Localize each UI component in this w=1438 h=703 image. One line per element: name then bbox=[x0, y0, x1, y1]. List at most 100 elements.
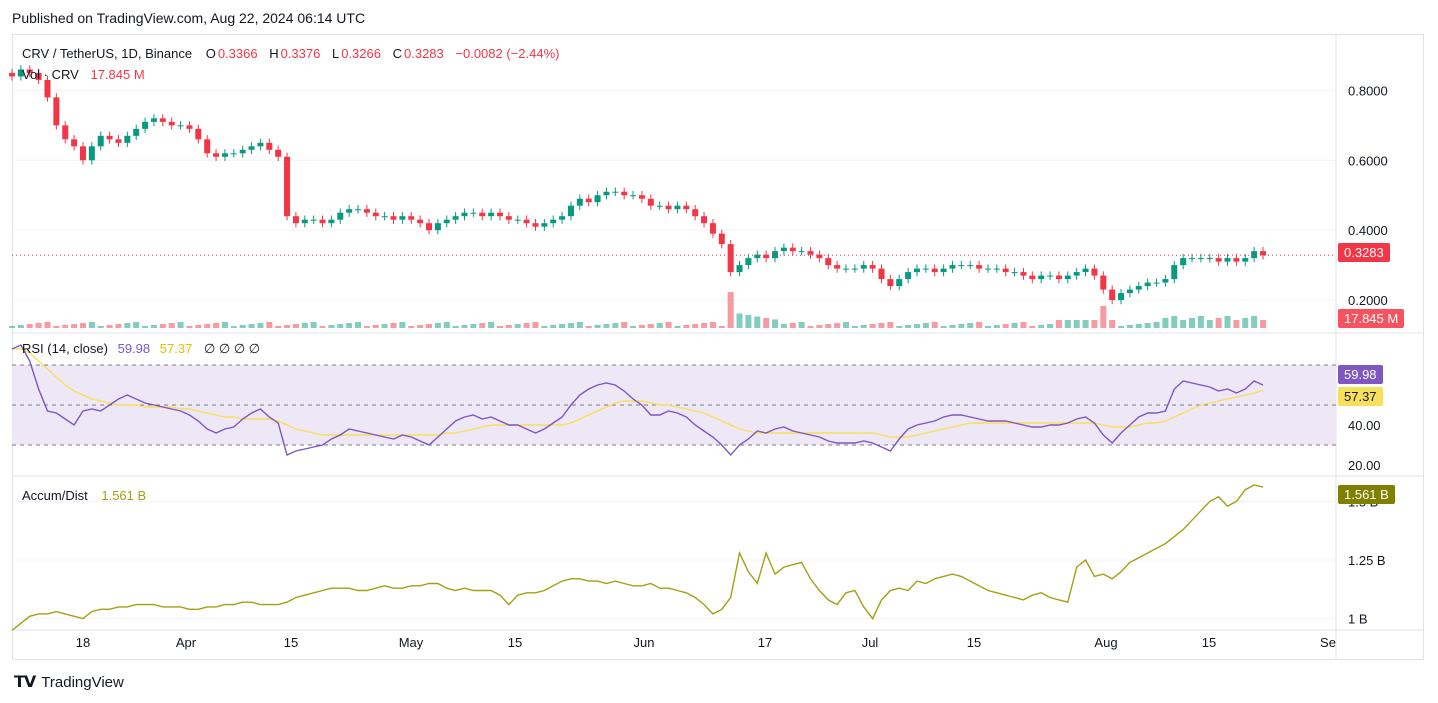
candle-body bbox=[816, 254, 823, 259]
candle-body bbox=[115, 139, 122, 143]
volume-bar bbox=[1109, 320, 1116, 328]
volume-bar bbox=[585, 326, 592, 328]
candle-body bbox=[1047, 275, 1054, 277]
volume-bar bbox=[257, 323, 264, 328]
candle-body bbox=[612, 191, 619, 193]
volume-bar bbox=[621, 322, 628, 328]
volume-bar bbox=[754, 316, 761, 328]
volume-bar bbox=[816, 325, 823, 328]
volume-bar bbox=[745, 315, 752, 328]
candle-body bbox=[745, 258, 752, 266]
price-badge: 0.3283 bbox=[1338, 243, 1390, 262]
volume-bar bbox=[97, 326, 104, 328]
volume-bar bbox=[709, 322, 716, 328]
candle-body bbox=[860, 265, 867, 269]
volume-bar bbox=[1047, 324, 1054, 328]
low-value: 0.3266 bbox=[341, 46, 381, 61]
rsi-ma-badge: 57.37 bbox=[1338, 387, 1383, 406]
candle-body bbox=[443, 219, 450, 224]
volume-bar bbox=[408, 326, 415, 328]
volume-bar bbox=[1002, 324, 1009, 328]
tradingview-brand[interactable]: 𝗧𝗩 TradingView bbox=[14, 672, 124, 692]
candle-body bbox=[1055, 275, 1062, 280]
candle-body bbox=[230, 153, 237, 155]
candle-body bbox=[1144, 282, 1151, 287]
volume-bar bbox=[860, 325, 867, 328]
volume-bar bbox=[301, 323, 308, 328]
volume-bar bbox=[594, 325, 601, 328]
volume-bar bbox=[1260, 320, 1266, 328]
candle-body bbox=[1064, 275, 1071, 280]
candle-body bbox=[1260, 251, 1266, 256]
volume-bar bbox=[674, 326, 681, 328]
candle-body bbox=[736, 265, 743, 273]
volume-bar bbox=[701, 323, 708, 328]
volume-bar bbox=[736, 313, 743, 328]
volume-bar bbox=[647, 324, 654, 328]
candle-body bbox=[470, 212, 477, 214]
high-value: 0.3376 bbox=[280, 46, 321, 61]
candle-body bbox=[621, 191, 628, 196]
candle-body bbox=[1011, 272, 1018, 274]
candle-body bbox=[53, 97, 60, 126]
volume-bar bbox=[550, 325, 557, 328]
volume-bar bbox=[71, 324, 78, 328]
volume-bar bbox=[115, 324, 122, 328]
volume-bar bbox=[931, 322, 938, 328]
volume-bar bbox=[390, 323, 397, 328]
volume-bar bbox=[727, 292, 734, 328]
candle-body bbox=[106, 135, 113, 140]
legend-row-volume: Vol · CRV 17.845 M bbox=[22, 67, 147, 82]
candle-body bbox=[1171, 265, 1178, 280]
candle-body bbox=[1002, 268, 1009, 273]
volume-bar bbox=[1029, 326, 1036, 328]
candle-body bbox=[1091, 268, 1098, 276]
candle-body bbox=[514, 219, 521, 221]
volume-bar bbox=[381, 324, 388, 328]
candle-body bbox=[869, 265, 876, 269]
candle-body bbox=[505, 216, 512, 220]
volume-bar bbox=[461, 325, 468, 328]
tradingview-name: TradingView bbox=[41, 673, 124, 691]
ad-label[interactable]: Accum/Dist bbox=[22, 488, 88, 503]
candle-body bbox=[186, 125, 193, 129]
volume-bar bbox=[541, 326, 548, 328]
rsi-label[interactable]: RSI (14, close) bbox=[22, 341, 108, 356]
volume-bar bbox=[1233, 320, 1240, 328]
volume-bar bbox=[319, 326, 326, 328]
ad-tick-label: 1.25 B bbox=[1348, 553, 1386, 568]
candle-body bbox=[159, 118, 166, 122]
time-tick-label: 18 bbox=[76, 635, 90, 650]
published-caption: Published on TradingView.com, Aug 22, 20… bbox=[12, 10, 366, 26]
volume-bar bbox=[505, 325, 512, 328]
volume-label[interactable]: Vol · CRV bbox=[22, 67, 79, 82]
volume-bar bbox=[195, 325, 202, 328]
volume-bar bbox=[159, 324, 166, 328]
time-tick-label: 15 bbox=[284, 635, 298, 650]
candle-body bbox=[1100, 275, 1107, 290]
candle-body bbox=[239, 149, 246, 154]
volume-bar bbox=[88, 322, 95, 328]
volume-bar bbox=[523, 323, 530, 328]
candle-body bbox=[1126, 289, 1133, 294]
open-value: 0.3366 bbox=[217, 46, 258, 61]
candle-body bbox=[532, 223, 539, 227]
volume-bar bbox=[798, 322, 805, 328]
time-tick-label: 17 bbox=[758, 635, 772, 650]
legend-row-ad: Accum/Dist 1.561 B bbox=[22, 488, 148, 503]
candle-body bbox=[896, 279, 903, 287]
candle-body bbox=[913, 268, 920, 273]
candle-body bbox=[718, 233, 725, 245]
volume-bar bbox=[496, 326, 503, 328]
volume-bar bbox=[1055, 320, 1062, 328]
volume-bar bbox=[1091, 320, 1098, 328]
volume-bar bbox=[9, 326, 15, 328]
symbol-label[interactable]: CRV / TetherUS, 1D, Binance bbox=[22, 46, 193, 61]
candle-body bbox=[337, 212, 344, 220]
volume-bar bbox=[79, 323, 86, 328]
volume-bar bbox=[248, 324, 255, 328]
candle-body bbox=[452, 216, 459, 220]
rsi-tick-label: 40.00 bbox=[1348, 418, 1381, 433]
volume-bar bbox=[372, 325, 379, 328]
